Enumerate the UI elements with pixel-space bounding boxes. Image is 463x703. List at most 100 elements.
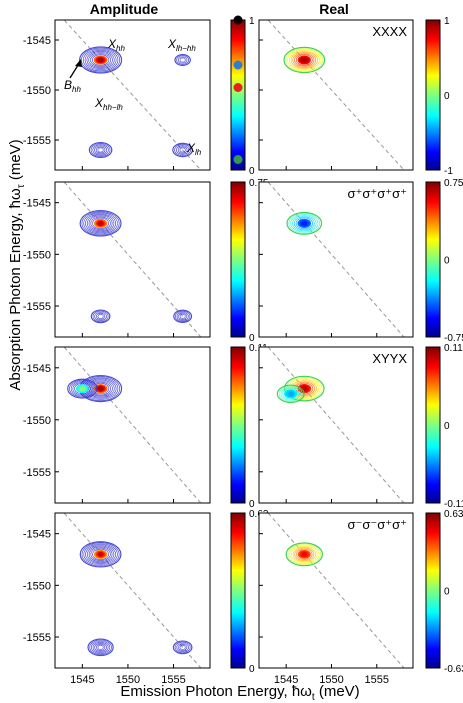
contour-x-hh [287,543,322,565]
y-tick-label: -1545 [23,529,51,541]
contour-x-hh-lh [88,142,113,159]
contour-x-hh-lh [92,641,109,653]
contour-x-hh [90,547,111,561]
contour-x-hh [97,220,104,226]
label-x-hh-sub: hh [116,44,125,53]
colorbar [425,346,441,504]
contour-x-lh [174,641,191,653]
label-x-lh-sub: lh [195,148,202,157]
contour-x-lh-hh [177,56,188,64]
diagonal-line [267,182,405,337]
panel-polarization-label: σ⁻σ⁻σ⁺σ⁺ [347,517,407,532]
contour-x-hh [83,212,118,235]
plot-contours [63,347,202,503]
label-x-lh-hh: Xlh−hh [167,37,196,53]
plot-area [55,347,210,503]
contour-x-hh [84,49,117,71]
contour-x-hh [92,217,110,229]
contour-x-hh [79,210,122,237]
contour-x-lh [176,311,189,321]
contour-x-hh [91,382,110,395]
colorbar-tick-label: 0.11 [444,343,463,354]
plot-contours [63,20,202,170]
contour-x-hh-neg [278,385,303,402]
y-tick-label: -1550 [23,85,51,97]
colorbar-tick-label: 0 [444,587,450,598]
colorbar-tick-label: -0.75 [444,333,463,344]
contour-x-hh [301,220,308,226]
y-axis-label-main: Absorption Photon Energy, ħω [7,188,24,391]
col-title-amplitude: Amplitude [90,1,159,17]
colorbar-tick-label: 0 [249,499,255,510]
contour-x-hh-lh [97,313,104,319]
contour-b-hh [69,379,96,398]
contour-x-hh [290,214,319,233]
y-tick-label: -1550 [23,580,51,592]
contour-x-hh [90,216,111,230]
colorbar-tick-label: -0.11 [444,499,463,510]
contour-x-hh-neg [276,384,305,404]
contour-x-lh [177,146,188,154]
label-x-lh-hh-main: X [167,37,177,51]
diagonal-line [267,513,405,668]
colorbar-tick-label: 1 [444,16,450,27]
plot-area [259,347,413,503]
contour-x-hh [285,542,324,567]
colorbar-marker [233,83,243,92]
contour-x-hh [82,48,119,72]
contour-x-lh [179,644,186,650]
contour-x-hh [97,57,104,63]
contour-x-hh [78,46,123,74]
contour-x-hh-lh [94,311,107,321]
b-hh-arrowhead [75,59,82,67]
x-tick-label: 1550 [116,674,140,686]
label-x-hh-lh-sub: hh−lh [103,103,123,112]
contour-x-hh-lh [97,644,104,650]
plot-area [259,513,413,668]
colorbar-marker [233,15,243,25]
contour-x-hh [285,48,324,72]
panel-frame [54,346,211,504]
x-axis-label-main: Emission Photon Energy, ħω [120,683,312,700]
contour-x-hh [292,215,317,232]
peak-annotations: Xhh Xlh−hh Xhh−lh Xlh Bhh [64,37,202,157]
contour-x-hh-lh [90,640,111,654]
contour-x-lh [178,312,188,320]
colorbar-tick-label: 0 [444,421,450,432]
contour-x-hh [294,547,315,561]
plot-contours [267,347,405,503]
contour-x-hh-lh [95,146,106,154]
y-tick-label: -1545 [23,363,51,375]
contour-x-hh-lh [94,145,108,155]
colorbar-tick-label: 1 [249,16,255,27]
panel-real-3: XYYX 0.11 0 -0.11 [258,343,463,510]
panel-frame [258,181,414,338]
contour-b-hh [79,386,86,391]
contour-x-hh [295,217,313,230]
contour-x-hh [85,213,117,234]
label-x-lh-main: X [186,141,196,155]
colorbar-tick-label: -1 [444,166,453,177]
panel-grid: -1545-1550-155510XXXX10-1-1545-1550-1555… [23,15,463,686]
plot-contours [63,513,202,668]
plot-contours [267,182,405,337]
contour-x-hh-lh [90,143,111,157]
colorbar [425,181,441,338]
contour-x-hh-lh [94,642,107,652]
colorbar [425,19,441,171]
contour-x-lh [175,310,191,322]
contour-x-hh-lh [95,312,106,320]
panel-frame [258,512,414,669]
colorbar [230,181,246,338]
contour-x-hh [97,386,104,392]
contour-x-lh-hh [176,55,190,65]
contour-x-hh [295,54,313,66]
label-b-hh-sub: hh [72,85,81,94]
label-x-lh: Xlh [186,141,202,157]
y-tick-label: -1555 [23,467,51,479]
contour-x-hh [79,541,122,568]
label-b-hh: Bhh [64,78,81,94]
